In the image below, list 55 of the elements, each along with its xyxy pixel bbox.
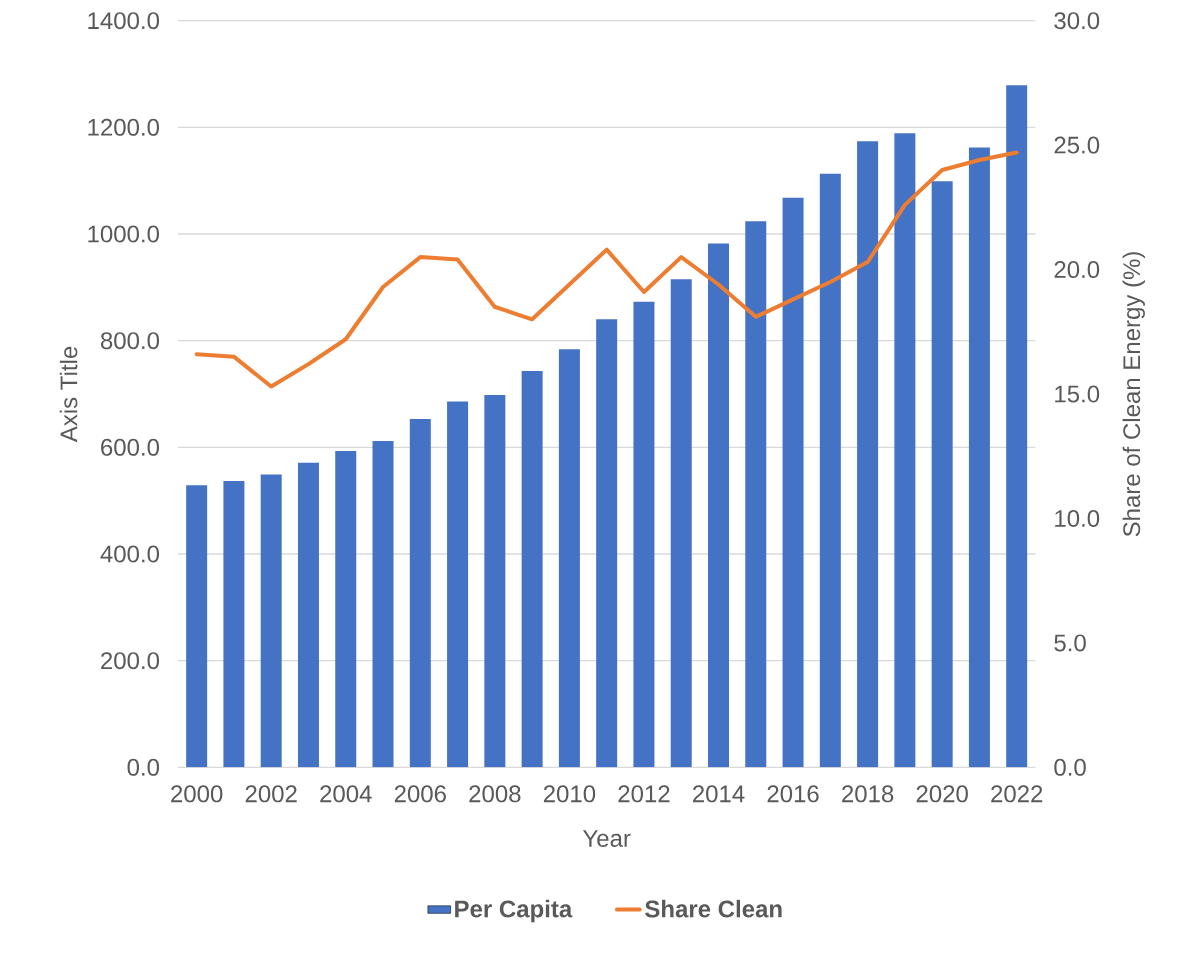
x-tick-label: 2016 xyxy=(767,785,819,803)
bar xyxy=(596,319,618,768)
bar xyxy=(819,173,841,768)
y-tick-label: 800.0 xyxy=(100,332,160,350)
x-tick-label: 2000 xyxy=(171,785,223,803)
bar xyxy=(372,440,394,768)
y2-tick-label: 10.0 xyxy=(1055,509,1100,527)
y2-tick-label: 30.0 xyxy=(1054,12,1100,30)
x-tick-label: 2002 xyxy=(245,785,297,803)
x-tick-label: 2004 xyxy=(320,785,372,803)
bar xyxy=(521,371,543,768)
bar xyxy=(968,147,990,768)
x-tick-label: 2014 xyxy=(693,785,745,803)
bar xyxy=(335,451,357,768)
bar xyxy=(447,401,469,768)
bar xyxy=(1006,85,1028,768)
y-axis-title: Axis Title xyxy=(59,346,78,443)
bar xyxy=(894,133,916,768)
y-tick-label: 1000.0 xyxy=(88,225,160,243)
y-tick-label: 0.0 xyxy=(127,758,160,776)
x-tick-label: 2020 xyxy=(916,785,968,803)
bar xyxy=(782,197,804,768)
bar xyxy=(297,462,319,768)
y-tick-label: 1200.0 xyxy=(88,118,160,136)
bar xyxy=(558,349,580,768)
bar xyxy=(670,279,692,768)
y2-tick-label: 0.0 xyxy=(1054,758,1086,776)
bar xyxy=(633,301,655,768)
bar xyxy=(484,395,506,768)
bar xyxy=(745,221,767,768)
bar xyxy=(260,474,282,768)
x-tick-label: 2010 xyxy=(543,785,596,803)
bar xyxy=(409,419,431,768)
y2-axis-title: Share of Clean Energy (%) xyxy=(1122,252,1145,537)
bar xyxy=(223,480,245,768)
x-tick-label: 2008 xyxy=(469,785,521,803)
y2-tick-label: 15.0 xyxy=(1055,385,1100,403)
y2-tick-label: 5.0 xyxy=(1054,634,1086,652)
x-tick-label: 2012 xyxy=(618,785,670,803)
bar xyxy=(931,181,953,768)
legend-label: Per Capita xyxy=(455,899,573,923)
x-tick-label: 2018 xyxy=(842,785,894,803)
x-axis-title: Year xyxy=(582,830,631,847)
y-tick-label: 200.0 xyxy=(101,652,160,670)
y2-tick-label: 25.0 xyxy=(1054,136,1100,154)
y-tick-label: 600.0 xyxy=(101,438,160,456)
y-tick-label: 1400.0 xyxy=(88,12,160,30)
bar xyxy=(186,485,208,768)
bar xyxy=(708,243,729,768)
y2-tick-label: 20.0 xyxy=(1054,261,1100,279)
y-tick-label: 400.0 xyxy=(100,545,160,563)
x-tick-label: 2006 xyxy=(394,785,446,803)
x-tick-label: 2022 xyxy=(991,785,1043,803)
legend-label: Share Clean xyxy=(645,899,782,918)
bar xyxy=(857,141,879,768)
